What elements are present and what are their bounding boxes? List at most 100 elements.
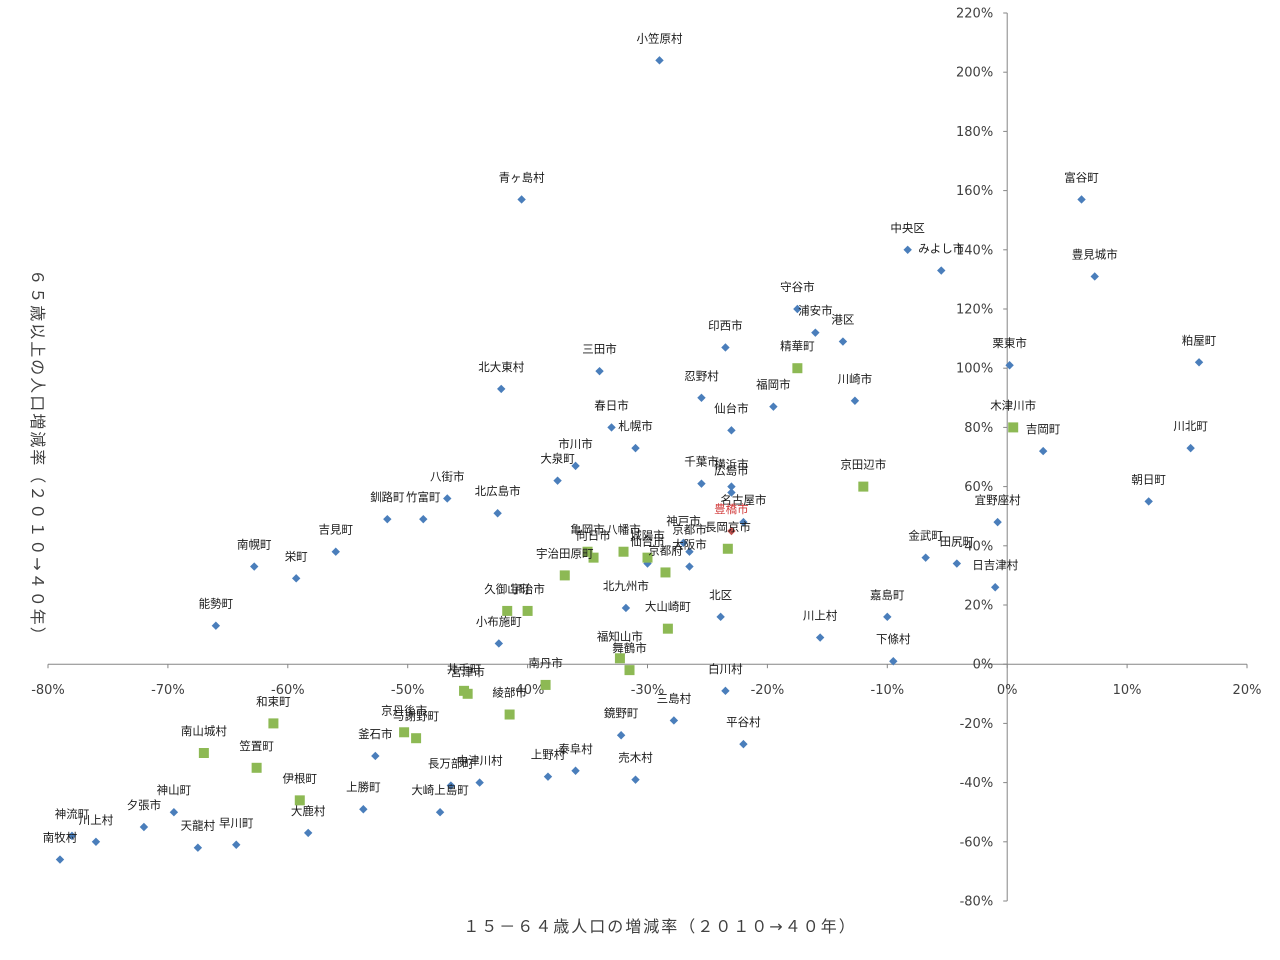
data-point (815, 633, 825, 642)
point-label: 北区 (709, 588, 732, 602)
data-points (55, 56, 1204, 864)
data-point (522, 605, 533, 616)
data-point (811, 328, 820, 337)
data-point (553, 476, 562, 485)
data-point (411, 733, 422, 744)
data-point (685, 562, 694, 571)
point-label: 精華町 (780, 339, 815, 353)
point-label: 平谷村 (726, 715, 761, 729)
y-tick-label: -40% (960, 776, 994, 791)
point-label: 京都市 (672, 523, 707, 537)
point-label: 川北町 (1173, 419, 1208, 433)
point-label: 大山崎町 (645, 600, 691, 614)
data-point (1005, 361, 1014, 370)
point-label: 南牧村 (43, 831, 78, 845)
data-point (721, 343, 730, 352)
point-label: 大阪市 (672, 538, 707, 552)
data-point (727, 488, 736, 497)
y-tick-label: 200% (956, 66, 993, 81)
data-point (399, 727, 410, 738)
point-label: 南丹市 (528, 656, 563, 670)
y-tick-label: 0% (973, 658, 994, 673)
point-label: 朝日町 (1131, 472, 1166, 486)
data-point (582, 546, 593, 557)
point-label: 小笠原村 (636, 31, 682, 45)
data-point (993, 517, 1002, 527)
point-label: 能勢町 (199, 597, 234, 611)
point-label: 向日市 (576, 529, 611, 543)
data-point (624, 665, 635, 676)
point-label: 竹富町 (406, 490, 441, 504)
point-label: 忍野村 (684, 369, 719, 383)
data-point (55, 855, 65, 864)
point-label: 富谷町 (1064, 170, 1099, 184)
point-label: 南幌町 (237, 538, 272, 552)
y-tick-label: -20% (960, 717, 994, 732)
data-point (679, 538, 688, 548)
point-label: 宮津市 (450, 665, 485, 679)
point-label: 上野村 (531, 748, 566, 762)
data-point (169, 808, 179, 817)
point-label: 市川市 (558, 437, 593, 451)
point-label: 舞鶴市 (612, 641, 647, 655)
y-tick-label: 160% (956, 184, 993, 199)
point-label: 京田辺市 (840, 458, 886, 472)
x-tick-label: -30% (631, 683, 665, 698)
x-axis-title: １５－６４歳人口の増減率（２０１０→４０年） (463, 917, 856, 936)
highlight-point (727, 526, 736, 536)
point-label: 釜石市 (358, 727, 393, 741)
point-label: 川上村 (803, 609, 838, 623)
data-point (618, 546, 629, 557)
data-point (739, 739, 748, 749)
point-label: 早川町 (219, 816, 254, 830)
data-point (655, 56, 664, 65)
point-label: 日吉津村 (972, 558, 1018, 572)
data-point (571, 766, 580, 775)
data-point (371, 751, 380, 761)
data-point (517, 195, 526, 204)
point-label: 豊橋市 (714, 502, 749, 516)
data-point (588, 552, 599, 563)
x-tick-label: 10% (1113, 683, 1142, 698)
point-label: 北大東村 (478, 360, 524, 374)
point-label: 中津川村 (457, 754, 503, 768)
data-point (1144, 497, 1153, 506)
axes: -80% -70% -60% -50% -40% -30% -20% -10% 0% 10% 20%… (31, 7, 1261, 910)
data-point (268, 718, 279, 729)
point-label: 京丹後市 (381, 703, 427, 717)
data-point (721, 686, 730, 696)
data-point (595, 366, 604, 376)
x-tick-label: -10% (871, 683, 905, 698)
x-tick-label: -80% (31, 683, 65, 698)
x-tick-label: -60% (271, 683, 305, 698)
point-label: 八幡市 (606, 523, 641, 537)
x-tick-label: 0% (997, 683, 1018, 698)
data-point (769, 402, 778, 411)
data-point (294, 795, 305, 806)
y-tick-label: 180% (956, 125, 993, 140)
point-label: 久御山町 (484, 582, 530, 596)
point-label: 吉岡町 (1026, 422, 1061, 436)
data-point (419, 514, 428, 524)
point-label: 港区 (831, 313, 854, 327)
point-label: 井手町 (447, 662, 482, 676)
data-point (198, 748, 209, 758)
data-point (493, 509, 502, 518)
point-label: 神戸市 (666, 514, 701, 528)
point-label: 川上村 (79, 813, 114, 827)
data-point (903, 245, 912, 254)
point-label: 春日市 (594, 398, 629, 412)
point-label: 綾部市 (492, 686, 527, 700)
data-point (792, 363, 803, 374)
x-tick-label: -50% (391, 683, 425, 698)
data-point (838, 337, 848, 346)
data-point (543, 772, 553, 781)
data-point (621, 603, 631, 613)
point-label: 北九州市 (603, 579, 649, 593)
point-label: 浦安市 (798, 304, 833, 318)
data-point (1194, 358, 1204, 367)
data-point (475, 778, 484, 787)
point-label: 粕屋町 (1182, 333, 1217, 347)
point-label: 青ヶ島村 (499, 170, 545, 184)
